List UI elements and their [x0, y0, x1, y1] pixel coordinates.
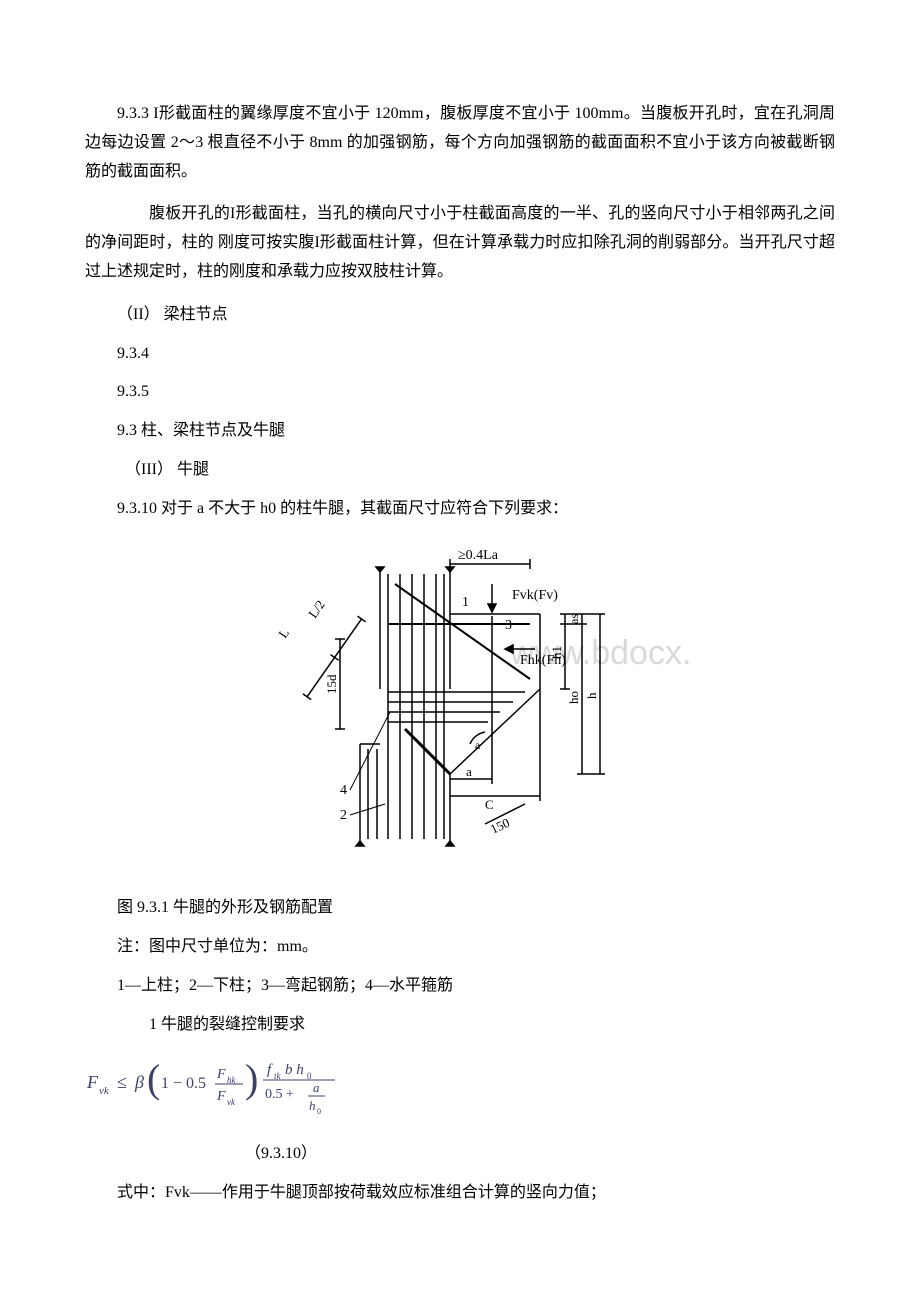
dim-h1: h1: [549, 646, 564, 659]
figure-legend: 1—上柱；2—下柱；3—弯起钢筋；4—水平箍筋: [85, 972, 835, 1001]
formula-svg: F vk ≤ β ( ) 1 − 0.5 F hk F vk f tk b h …: [85, 1050, 365, 1120]
marker-2: 2: [340, 808, 347, 823]
dim-c: C: [485, 797, 494, 812]
dim-15d: 15d: [324, 674, 339, 694]
svg-text:1 − 0.5: 1 − 0.5: [161, 1075, 206, 1092]
marker-3: 3: [505, 618, 512, 633]
item-9-3-4: 9.3.4: [85, 340, 835, 369]
dim-h0: ho: [566, 691, 581, 704]
svg-text:(: (: [147, 1056, 160, 1101]
dim-h: h: [584, 692, 599, 699]
svg-text:F: F: [86, 1072, 99, 1092]
svg-text:≤: ≤: [117, 1072, 127, 1092]
marker-4: 4: [340, 783, 347, 798]
svg-text:0: 0: [317, 1107, 321, 1116]
figure-note: 注：图中尺寸单位为：mm。: [85, 933, 835, 962]
svg-text:): ): [245, 1056, 258, 1101]
svg-text:a: a: [313, 1080, 320, 1095]
marker-1: 1: [462, 595, 469, 610]
figure-9-3-1: www.bdocx.com: [85, 544, 835, 875]
section-iii-heading: （III） 牛腿: [85, 456, 835, 485]
equation-number: （9.3.10）: [85, 1140, 835, 1169]
where-clause: 式中：Fvk——作用于牛腿顶部按荷载效应标准组合计算的竖向力值；: [85, 1179, 835, 1208]
dim-150: 150: [488, 814, 512, 836]
paragraph-9-3-3: 9.3.3 I形截面柱的翼缘厚度不宜小于 120mm，腹板厚度不宜小于 100m…: [85, 100, 835, 186]
svg-text:h: h: [309, 1098, 316, 1113]
svg-text:F: F: [216, 1067, 226, 1082]
section-9-3-heading: 9.3 柱、梁柱节点及牛腿: [85, 417, 835, 446]
item-9-3-5: 9.3.5: [85, 378, 835, 407]
dim-L: L: [275, 625, 292, 640]
paragraph-web-opening: 腹板开孔的I形截面柱，当孔的横向尺寸小于柱截面高度的一半、孔的竖向尺寸小于相邻两…: [85, 200, 835, 286]
dim-a: a: [466, 764, 472, 779]
dim-as: as: [567, 613, 581, 623]
dim-L2: L/2: [305, 597, 328, 620]
svg-text:vk: vk: [227, 1097, 236, 1107]
label-04la: ≥0.4La: [458, 548, 499, 563]
dim-angle-a: a: [475, 738, 481, 752]
requirement-1: 1 牛腿的裂缝控制要求: [85, 1011, 835, 1040]
formula-9-3-10: F vk ≤ β ( ) 1 − 0.5 F hk F vk f tk b h …: [85, 1050, 835, 1131]
figure-caption: 图 9.3.1 牛腿的外形及钢筋配置: [85, 894, 835, 923]
section-ii-heading: （II） 梁柱节点: [85, 301, 835, 330]
item-9-3-10: 9.3.10 对于 a 不大于 h0 的柱牛腿，其截面尺寸应符合下列要求：: [85, 495, 835, 524]
svg-text:0.5 +: 0.5 +: [265, 1087, 294, 1102]
svg-text:f: f: [267, 1062, 273, 1078]
svg-text:F: F: [216, 1089, 226, 1104]
svg-text:b h: b h: [285, 1062, 304, 1078]
corbel-diagram-svg: www.bdocx.com: [230, 544, 690, 864]
svg-text:vk: vk: [99, 1085, 110, 1097]
label-fvk: Fvk(Fv): [512, 588, 558, 603]
svg-text:β: β: [134, 1072, 144, 1092]
